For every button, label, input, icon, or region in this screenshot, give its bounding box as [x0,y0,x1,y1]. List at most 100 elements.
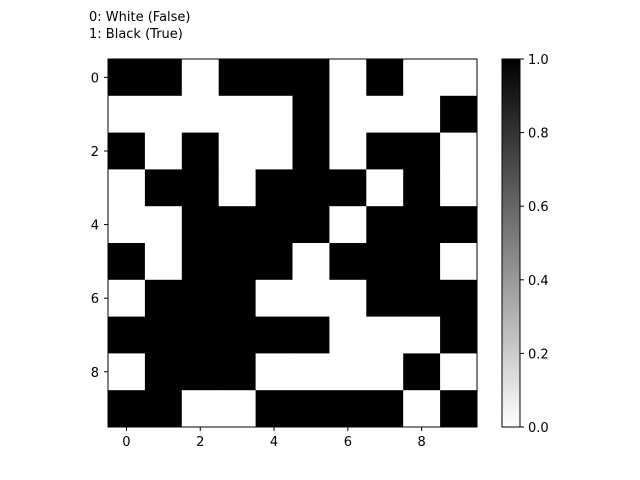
heatmap-cell [403,95,441,133]
plot-frame [107,58,478,428]
heatmap-cell [144,59,183,97]
heatmap-cell [403,59,441,97]
heatmap-cell [403,353,441,391]
heatmap-cell [144,353,183,391]
y-tick-label: 4 [91,219,99,234]
heatmap-cell [218,132,256,170]
y-tick-label: 8 [91,366,99,381]
heatmap-cell [181,243,220,281]
legend-line-1: 1: Black (True) [89,27,183,42]
heatmap-cell [403,243,441,281]
heatmap-cell [144,132,183,170]
colorbar-ticks: 0.0 0.2 0.4 0.6 0.8 1.0 [520,53,549,436]
heatmap-cell [255,95,293,133]
heatmap-cell [181,279,220,317]
heatmap-cell [144,243,183,281]
heatmap-cell [292,353,330,391]
heatmap-cell [366,279,404,317]
heatmap-cell [218,316,256,354]
x-axis-ticks: 0 2 4 6 8 [122,427,426,450]
heatmap-cell [181,353,220,391]
heatmap-cell [440,95,478,133]
heatmap-cell [292,390,330,428]
heatmap-cell [329,353,367,391]
heatmap-cell [218,243,256,281]
heatmap-cell [218,390,256,428]
heatmap-cell [181,132,220,170]
heatmap-cell [366,353,404,391]
heatmap-cell [108,279,146,317]
legend-line-0: 0: White (False) [89,10,191,25]
heatmap-cell [218,279,256,317]
heatmap-cell [144,279,183,317]
heatmap-cell [440,59,478,97]
heatmap-cell [403,390,441,428]
heatmap-cell [181,206,220,244]
heatmap-cell [108,132,146,170]
heatmap-cell [440,132,478,170]
heatmap-cell [181,95,220,133]
heatmap-cell [218,353,256,391]
x-tick-label: 8 [418,435,426,450]
heatmap-cell [292,169,330,207]
heatmap-cell [292,316,330,354]
heatmap-cell [440,353,478,391]
heatmap-cell [144,390,183,428]
colorbar-tick-label: 0.0 [528,421,549,436]
colorbar-tick-label: 0.2 [528,347,549,362]
heatmap-cell [366,132,404,170]
heatmap-cell [292,243,330,281]
heatmap-cell [181,390,220,428]
heatmap-cell [255,59,293,97]
heatmap-cell [329,95,367,133]
heatmap-cell [255,169,293,207]
heatmap-cell [108,206,146,244]
heatmap-cell [366,206,404,244]
heatmap-cell [366,390,404,428]
heatmap-cell [108,316,146,354]
heatmap-cell [255,279,293,317]
heatmap-cell [144,206,183,244]
heatmap-cell [292,279,330,317]
heatmap-cell [108,59,146,97]
heatmap-cell [440,206,478,244]
heatmap-cell [440,169,478,207]
heatmap-cell [144,169,183,207]
heatmap-cell [218,95,256,133]
heatmap-cell [218,59,256,97]
heatmap-cell [255,353,293,391]
heatmap-cell [181,316,220,354]
heatmap-cell [403,316,441,354]
heatmap-cell [255,243,293,281]
x-tick-label: 4 [270,435,278,450]
heatmap-cell [403,279,441,317]
heatmap-cell [255,316,293,354]
heatmap-cell [218,169,256,207]
colorbar [501,58,521,428]
heatmap-cell [366,316,404,354]
heatmap-cell [366,243,404,281]
heatmap-cell [108,169,146,207]
heatmap-cell [144,95,183,133]
heatmap-cell [108,95,146,133]
y-tick-label: 6 [91,292,99,307]
heatmap-cell [108,243,146,281]
heatmap-cell [255,206,293,244]
x-tick-label: 6 [344,435,352,450]
heatmap-cell [366,169,404,207]
colorbar-tick-label: 0.4 [528,274,549,289]
heatmap-cell [366,95,404,133]
heatmap-cell [440,316,478,354]
heatmap-cell [292,59,330,97]
heatmap-cell [218,206,256,244]
heatmap-cell [108,390,146,428]
y-tick-label: 2 [91,145,99,160]
x-tick-label: 0 [122,435,130,450]
heatmap-cell [329,132,367,170]
heatmap-cell [292,132,330,170]
colorbar-tick-label: 0.6 [528,200,549,215]
heatmap-cell [329,59,367,97]
heatmap-cell [403,206,441,244]
heatmap-cell [403,169,441,207]
